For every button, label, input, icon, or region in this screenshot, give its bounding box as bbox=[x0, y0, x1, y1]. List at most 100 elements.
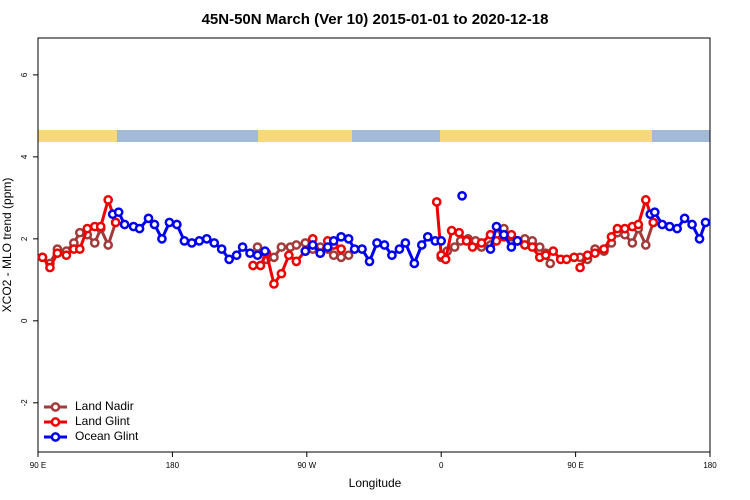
point bbox=[231, 250, 242, 261]
point bbox=[269, 252, 279, 263]
point bbox=[157, 234, 167, 244]
point bbox=[422, 231, 433, 242]
y-tick-label: 0 bbox=[20, 318, 29, 323]
point bbox=[252, 250, 263, 261]
point bbox=[237, 242, 248, 252]
point bbox=[519, 240, 530, 250]
point bbox=[307, 240, 318, 250]
point bbox=[343, 234, 354, 244]
point bbox=[687, 219, 697, 230]
point bbox=[431, 197, 442, 207]
point bbox=[172, 219, 182, 230]
point bbox=[548, 246, 559, 256]
point bbox=[336, 231, 346, 242]
point bbox=[357, 244, 367, 254]
point bbox=[387, 250, 397, 261]
legend-label: Land Nadir bbox=[75, 399, 134, 413]
point bbox=[499, 229, 509, 240]
point bbox=[454, 227, 464, 238]
point bbox=[506, 242, 517, 252]
point bbox=[255, 260, 266, 271]
point bbox=[633, 219, 644, 230]
point bbox=[37, 252, 48, 263]
point bbox=[322, 242, 333, 252]
point bbox=[343, 250, 354, 261]
x-tick-label: 180 bbox=[703, 461, 717, 470]
map-ocean bbox=[352, 130, 440, 142]
x-tick-label: 90 E bbox=[567, 461, 583, 470]
point bbox=[485, 244, 496, 254]
y-tick-label: 2 bbox=[20, 236, 29, 241]
point bbox=[627, 238, 638, 248]
point bbox=[103, 195, 114, 205]
point bbox=[409, 258, 420, 269]
point bbox=[440, 254, 451, 265]
point bbox=[186, 238, 197, 248]
point bbox=[582, 250, 593, 261]
map-ocean bbox=[652, 130, 710, 142]
point bbox=[224, 254, 234, 265]
map-strip bbox=[38, 130, 710, 142]
point bbox=[284, 250, 294, 261]
point bbox=[606, 231, 617, 242]
point bbox=[209, 238, 220, 248]
point bbox=[260, 246, 270, 256]
point bbox=[95, 221, 106, 232]
point bbox=[149, 219, 160, 230]
point bbox=[216, 244, 227, 254]
point bbox=[113, 207, 124, 218]
legend-marker bbox=[50, 432, 61, 442]
point bbox=[291, 240, 302, 250]
point bbox=[300, 246, 311, 256]
point bbox=[143, 213, 154, 224]
point bbox=[269, 279, 279, 289]
point bbox=[545, 258, 556, 269]
x-tick-label: 90 W bbox=[297, 461, 316, 470]
y-axis-label: XCO2 - MLO trend (ppm) bbox=[0, 178, 14, 313]
point bbox=[467, 242, 478, 252]
point bbox=[416, 240, 427, 250]
point bbox=[291, 256, 302, 267]
point bbox=[590, 248, 600, 259]
point bbox=[103, 240, 114, 250]
point bbox=[252, 242, 263, 252]
point bbox=[446, 225, 457, 236]
point bbox=[349, 244, 360, 254]
point bbox=[664, 221, 675, 232]
point bbox=[82, 223, 93, 234]
point bbox=[328, 236, 339, 246]
point bbox=[379, 240, 390, 250]
plot-frame bbox=[37, 37, 711, 453]
point bbox=[400, 238, 411, 248]
point bbox=[620, 223, 630, 234]
point bbox=[89, 238, 100, 248]
point bbox=[134, 223, 145, 234]
point bbox=[657, 219, 668, 230]
x-axis-label: Longitude bbox=[349, 476, 402, 490]
point bbox=[561, 254, 572, 265]
point bbox=[248, 260, 258, 271]
point bbox=[512, 236, 523, 246]
legend-label: Ocean Glint bbox=[75, 429, 139, 443]
y-tick-label: 6 bbox=[20, 72, 29, 77]
point bbox=[315, 248, 326, 259]
map-ocean bbox=[117, 130, 258, 142]
point bbox=[201, 234, 212, 244]
point bbox=[372, 238, 382, 248]
point bbox=[164, 217, 175, 228]
point bbox=[694, 234, 705, 244]
point bbox=[119, 219, 130, 230]
point bbox=[540, 250, 551, 261]
point bbox=[575, 262, 585, 273]
y-tick-label: -2 bbox=[20, 399, 29, 407]
point bbox=[74, 227, 85, 238]
point bbox=[534, 242, 545, 252]
point bbox=[461, 236, 472, 246]
point bbox=[194, 236, 205, 246]
point bbox=[179, 236, 190, 246]
point bbox=[640, 195, 651, 205]
point bbox=[61, 250, 72, 261]
point bbox=[640, 240, 651, 250]
point bbox=[394, 244, 405, 254]
